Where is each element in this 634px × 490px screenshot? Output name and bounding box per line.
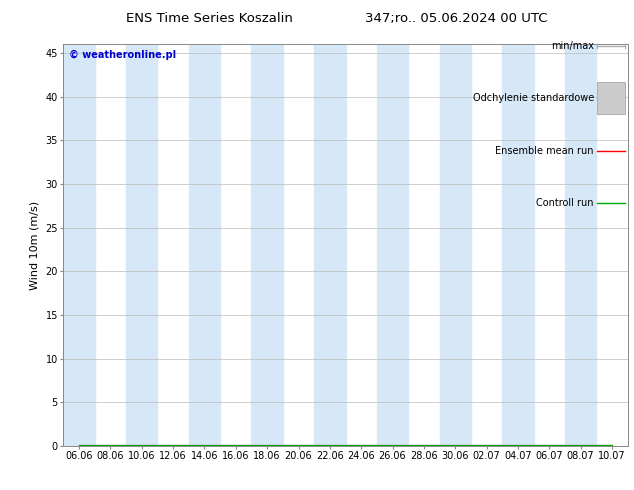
Text: ENS Time Series Koszalin: ENS Time Series Koszalin <box>126 12 293 25</box>
Bar <box>439 44 471 446</box>
Bar <box>189 44 220 446</box>
Bar <box>565 44 597 446</box>
Text: © weatheronline.pl: © weatheronline.pl <box>69 50 176 60</box>
Bar <box>314 44 346 446</box>
Bar <box>252 44 283 446</box>
Y-axis label: Wind 10m (m/s): Wind 10m (m/s) <box>30 200 40 290</box>
Text: min/max: min/max <box>551 41 594 51</box>
Bar <box>597 82 625 115</box>
Bar <box>502 44 534 446</box>
Text: 347;ro.. 05.06.2024 00 UTC: 347;ro.. 05.06.2024 00 UTC <box>365 12 548 25</box>
Bar <box>63 44 94 446</box>
Text: Odchylenie standardowe: Odchylenie standardowe <box>472 93 594 103</box>
Text: Ensemble mean run: Ensemble mean run <box>495 146 594 156</box>
Bar <box>126 44 157 446</box>
Text: Controll run: Controll run <box>536 198 594 208</box>
Bar <box>377 44 408 446</box>
